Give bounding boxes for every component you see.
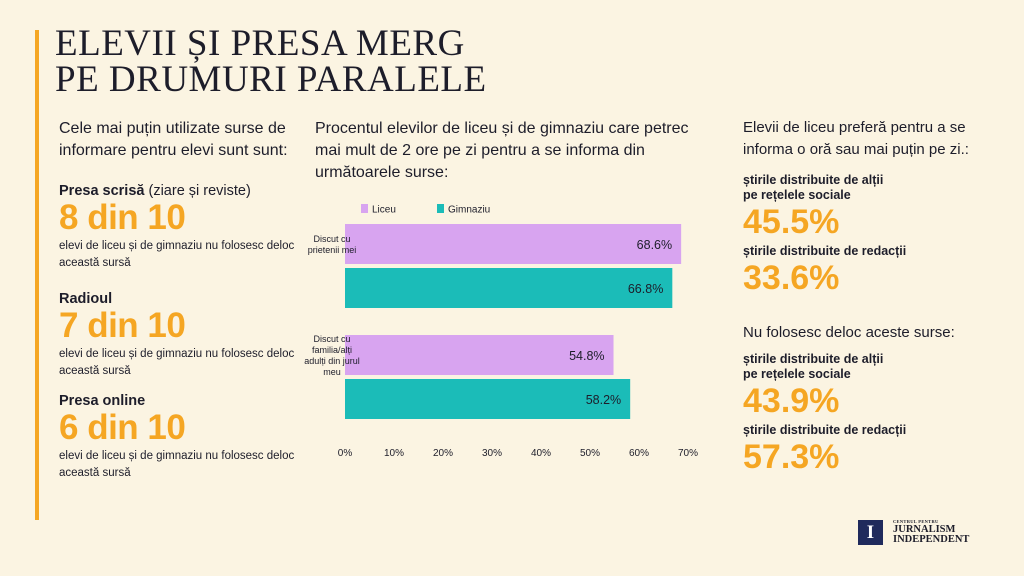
accent-bar bbox=[35, 30, 39, 520]
bar bbox=[345, 268, 673, 308]
right-item-label: știrile distribuite de alții pe rețelele … bbox=[743, 352, 1008, 382]
right-item-label-line: știrile distribuite de alții bbox=[743, 352, 884, 366]
x-tick-label: 50% bbox=[580, 448, 600, 459]
chart-intro: Procentul elevilor de liceu și de gimnaz… bbox=[315, 120, 689, 181]
logo-line-1: JURNALISM bbox=[893, 524, 956, 535]
legend-swatch bbox=[361, 204, 368, 213]
stat-value: 7 din 10 bbox=[59, 306, 186, 345]
stat-desc: elevi de liceu și de gimnaziu nu foloses… bbox=[59, 450, 295, 479]
category-label: familia/alți bbox=[312, 345, 352, 355]
x-tick-label: 70% bbox=[678, 448, 698, 459]
stat-label: Radioul bbox=[59, 290, 304, 308]
right-intro: Elevii de liceu preferă pentru a se info… bbox=[743, 119, 969, 158]
right-item: știrile distribuite de redacții 57.3% bbox=[743, 423, 1008, 476]
legend-label: Gimnaziu bbox=[448, 205, 490, 216]
logo-mark-icon: I bbox=[858, 519, 883, 545]
x-tick-label: 10% bbox=[384, 448, 404, 459]
x-tick-label: 60% bbox=[629, 448, 649, 459]
title-line-2: PE DRUMURI PARALELE bbox=[55, 59, 487, 100]
right-intro: Nu folosesc deloc aceste surse: bbox=[743, 324, 955, 341]
bar-value-label: 66.8% bbox=[628, 282, 663, 296]
right-item-value: 57.3% bbox=[743, 438, 840, 476]
logo-small-text: CENTRUL PENTRU bbox=[893, 519, 939, 524]
right-item-label: știrile distribuite de redacții bbox=[743, 423, 1008, 438]
right-item: știrile distribuite de redacții 33.6% bbox=[743, 244, 1008, 297]
left-intro: Cele mai puțin utilizate surse de inform… bbox=[59, 120, 288, 159]
stat-label-bold: Radioul bbox=[59, 291, 113, 307]
stat-label-rest: (ziare și reviste) bbox=[144, 183, 251, 199]
x-tick-label: 40% bbox=[531, 448, 551, 459]
bar-value-label: 68.6% bbox=[637, 238, 672, 252]
right-item-value: 33.6% bbox=[743, 259, 840, 297]
logo-text: CENTRUL PENTRU JURNALISM INDEPENDENT bbox=[893, 519, 969, 545]
right-item-label-line: pe rețelele sociale bbox=[743, 367, 851, 381]
right-item-label: știrile distribuite de redacții bbox=[743, 244, 1008, 259]
x-tick-label: 0% bbox=[338, 448, 353, 459]
stat-presa-scrisa: Presa scrisă (ziare și reviste) 8 din 10… bbox=[59, 182, 304, 272]
bar bbox=[345, 335, 614, 375]
x-tick-label: 30% bbox=[482, 448, 502, 459]
stat-desc: elevi de liceu și de gimnaziu nu foloses… bbox=[59, 348, 295, 377]
right-item-label-line: știrile distribuite de redacții bbox=[743, 244, 907, 258]
bar-value-label: 58.2% bbox=[586, 393, 621, 407]
right-item-value: 43.9% bbox=[743, 382, 840, 420]
category-label: meu bbox=[323, 367, 341, 377]
category-label: Discut cu bbox=[313, 334, 350, 344]
right-item-label-line: pe rețelele sociale bbox=[743, 188, 851, 202]
stat-label-bold: Presa online bbox=[59, 393, 146, 409]
stat-label-bold: Presa scrisă bbox=[59, 183, 145, 199]
logo-line-2: INDEPENDENT bbox=[893, 534, 970, 545]
right-item-label-line: știrile distribuite de redacții bbox=[743, 423, 907, 437]
right-item-value: 45.5% bbox=[743, 203, 840, 241]
bar-value-label: 54.8% bbox=[569, 349, 604, 363]
stat-presa-online: Presa online 6 din 10 elevi de liceu și … bbox=[59, 392, 304, 482]
category-label: Discut cu bbox=[313, 234, 350, 244]
stat-label: Presa scrisă (ziare și reviste) bbox=[59, 182, 304, 200]
category-label: prietenii mei bbox=[308, 245, 357, 255]
x-tick-label: 20% bbox=[433, 448, 453, 459]
page-title: ELEVII ȘI PRESA MERG PE DRUMURI PARALELE bbox=[55, 23, 487, 100]
right-item-label: știrile distribuite de alții pe rețelele … bbox=[743, 173, 1008, 203]
bar bbox=[345, 224, 682, 264]
title-line-1: ELEVII ȘI PRESA MERG bbox=[55, 23, 465, 64]
cji-logo: I CENTRUL PENTRU JURNALISM INDEPENDENT bbox=[858, 519, 969, 545]
right-block-preferences: Elevii de liceu preferă pentru a se info… bbox=[743, 117, 1008, 297]
right-item: știrile distribuite de alții pe rețelele … bbox=[743, 352, 1008, 420]
stat-desc: elevi de liceu și de gimnaziu nu foloses… bbox=[59, 240, 295, 269]
legend-swatch bbox=[437, 204, 444, 213]
right-block-not-used: Nu folosesc deloc aceste surse: știrile … bbox=[743, 322, 1008, 476]
stat-label: Presa online bbox=[59, 392, 304, 410]
category-label: adulți din jurul bbox=[304, 356, 360, 366]
bar bbox=[345, 379, 631, 419]
stat-value: 6 din 10 bbox=[59, 408, 186, 447]
legend-label: Liceu bbox=[372, 205, 396, 216]
right-item: știrile distribuite de alții pe rețelele … bbox=[743, 173, 1008, 241]
right-item-label-line: știrile distribuite de alții bbox=[743, 173, 884, 187]
stat-value: 8 din 10 bbox=[59, 198, 186, 237]
stat-radioul: Radioul 7 din 10 elevi de liceu și de gi… bbox=[59, 290, 304, 380]
